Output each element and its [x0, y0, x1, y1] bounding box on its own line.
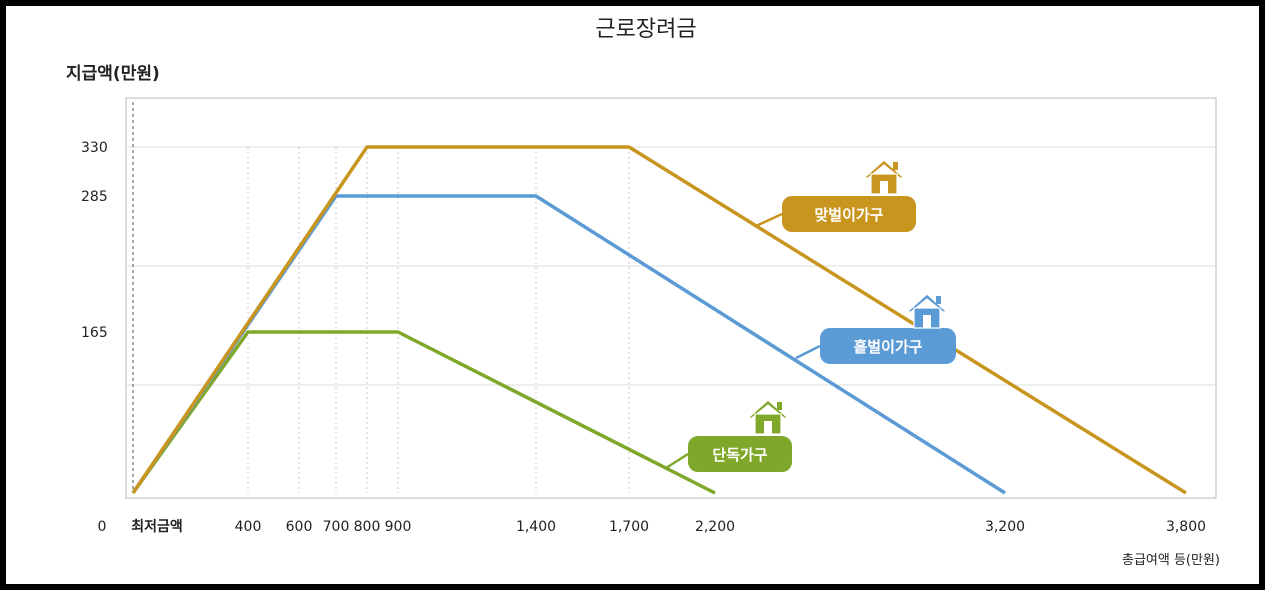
series-name-label: 홑벌이가구 [853, 338, 922, 356]
x-tick-label: 800 [354, 519, 381, 535]
chart-svg: 근로장려금 지급액(만원) 330 285 165 0 최저금액 400 600 700 80… [66, 17, 1220, 568]
series-line [131, 145, 1187, 495]
y-tick-labels: 330 285 165 [81, 140, 108, 341]
series-line [131, 330, 716, 495]
series-badge: 단독가구 [665, 399, 792, 472]
x-tick-label: 600 [286, 519, 313, 535]
gridlines [126, 102, 1216, 493]
series-lines [131, 145, 1187, 495]
house-icon [746, 399, 790, 435]
plot-area [125, 97, 1217, 499]
badge-pointer [795, 344, 821, 360]
x-tick-label: 900 [385, 519, 412, 535]
badge-pointer [665, 452, 689, 470]
y-axis-label: 지급액(만원) [66, 64, 160, 84]
x-tick-label: 700 [323, 519, 350, 535]
chart-frame: 근로장려금 지급액(만원) 330 285 165 0 최저금액 400 600 700 80… [6, 6, 1259, 584]
x-guide-lines [247, 147, 630, 493]
x-tick-label: 최저금액 [131, 518, 183, 535]
series-name-label: 단독가구 [712, 446, 767, 464]
x-tick-label: 400 [235, 519, 262, 535]
series-badge: 홑벌이가구 [795, 293, 956, 364]
y-tick-label: 330 [81, 140, 108, 156]
x-tick-label: 1,400 [516, 519, 556, 535]
house-icon [905, 293, 949, 329]
x-tick-label: 2,200 [695, 519, 735, 535]
x-tick-label: 1,700 [609, 519, 649, 535]
y-tick-label: 285 [81, 189, 108, 205]
badge-pointer [755, 212, 783, 228]
chart-title: 근로장려금 [595, 17, 696, 42]
x-tick-label: 3,800 [1166, 519, 1206, 535]
badge-background [782, 196, 916, 232]
x-tick-label: 0 [98, 519, 107, 535]
badge-background [820, 328, 956, 364]
house-icon [862, 159, 906, 195]
y-tick-label: 165 [81, 325, 108, 341]
badge-background [688, 436, 792, 472]
x-axis-label: 총급여액 등(만원) [1122, 553, 1220, 568]
series-name-label: 맞벌이가구 [814, 206, 883, 224]
x-tick-labels: 0 최저금액 400 600 700 800 900 1,400 1,700 2,200 3,200… [98, 518, 1207, 535]
x-tick-label: 3,200 [985, 519, 1025, 535]
series-badge: 맞벌이가구 [755, 159, 916, 232]
